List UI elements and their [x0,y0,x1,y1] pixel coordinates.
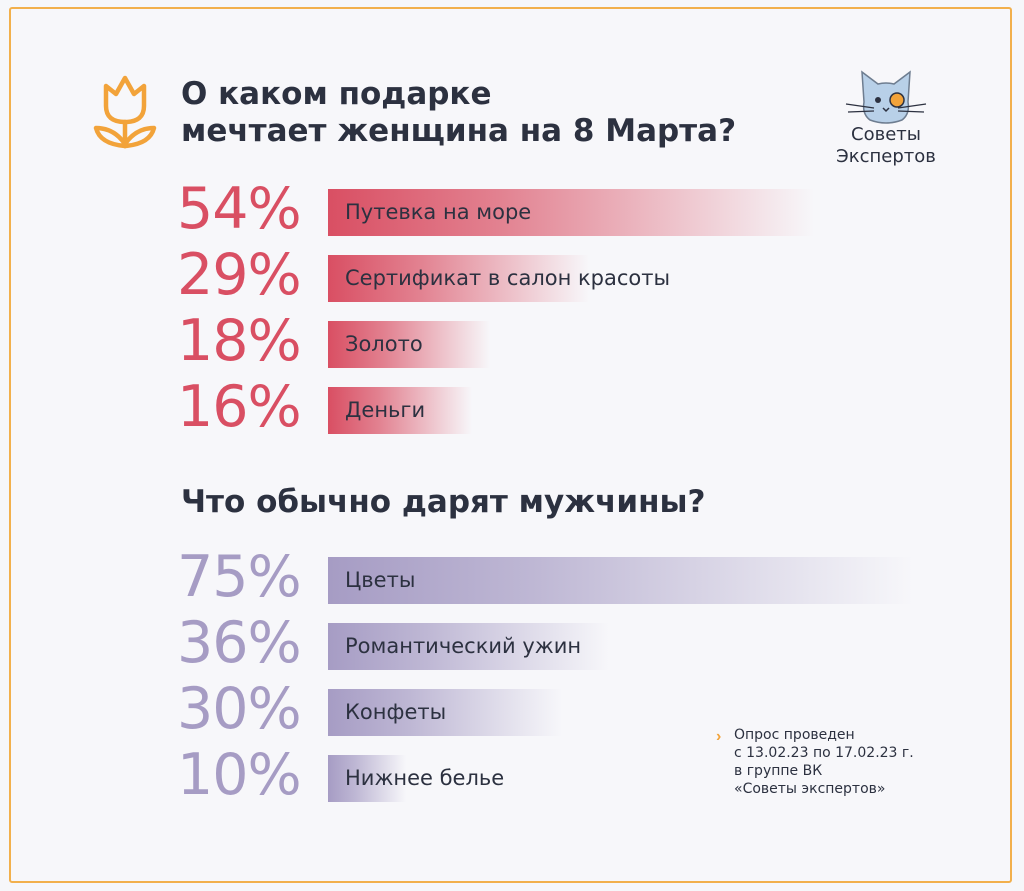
men-row: 36% Романтический ужин [0,610,1024,676]
women-category-label: Путевка на море [345,200,532,224]
women-category-label: Деньги [345,398,426,422]
women-row: 18% Золото [0,308,1024,374]
note-line-4: «Советы экспертов» [734,781,886,797]
women-category-label: Сертификат в салон красоты [345,266,671,290]
men-value-label: 36% [177,610,302,676]
title-line-2: мечтает женщина на 8 Марта? [181,113,737,149]
men-value-label: 75% [177,544,302,610]
women-bar [328,189,814,236]
infographic-frame [9,7,1012,883]
men-category-label: Нижнее белье [345,766,505,790]
logo-line-2: Экспертов [836,146,936,167]
men-category-label: Конфеты [345,700,447,724]
men-category-label: Романтический ужин [345,634,582,658]
women-value-label: 16% [177,374,302,440]
survey-note: Опрос проведен с 13.02.23 по 17.02.23 г.… [722,726,982,798]
tulip-icon [93,75,157,149]
men-bar [328,689,562,736]
men-bar [328,557,913,604]
men-value-label: 30% [177,676,302,742]
men-category-label: Цветы [345,568,416,592]
chart-title: О каком подарке мечтает женщина на 8 Мар… [181,76,801,150]
women-value-label: 18% [177,308,302,374]
women-value-label: 29% [177,242,302,308]
note-line-3: в группе ВК [734,763,823,779]
women-bar [328,321,490,368]
logo-line-1: Советы [851,124,921,145]
logo-text: Советы Экспертов [824,124,948,168]
women-value-label: 54% [177,176,302,242]
women-bar [328,387,472,434]
note-line-2: с 13.02.23 по 17.02.23 г. [734,745,914,761]
men-row: 10% Нижнее белье [0,742,1024,808]
men-value-label: 10% [177,742,302,808]
women-category-label: Золото [345,332,423,356]
note-line-1: Опрос проведен [734,727,855,743]
women-row: 16% Деньги [0,374,1024,440]
men-row: 30% Конфеты [0,676,1024,742]
women-bar [328,255,589,302]
chevron-right-icon: › [716,728,722,745]
title-line-1: О каком подарке [181,76,492,112]
men-row: 75% Цветы [0,544,1024,610]
men-bar [328,623,609,670]
cat-logo-icon [845,70,927,124]
women-row: 29% Сертификат в салон красоты [0,242,1024,308]
women-row: 54% Путевка на море [0,176,1024,242]
chart-subtitle: Что обычно дарят мужчины? [181,484,706,520]
men-bar [328,755,406,802]
